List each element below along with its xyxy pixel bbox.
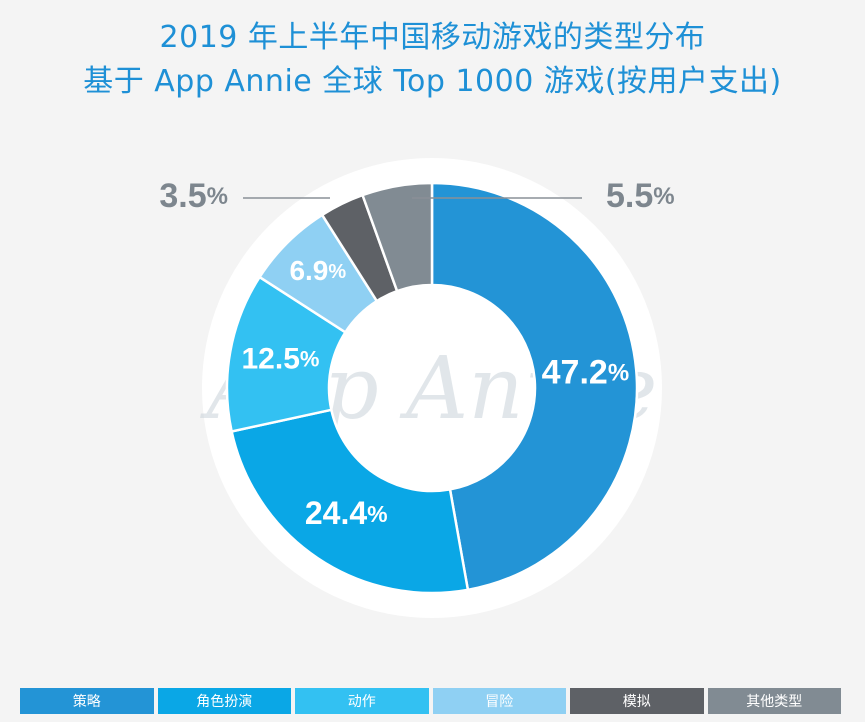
slice-other: [360, 181, 434, 293]
legend-item-strategy: 策略: [20, 688, 154, 714]
legend-item-adventure: 冒险: [432, 688, 566, 714]
slice-label-adventure: 6.9%: [289, 255, 346, 286]
donut-hole: [329, 285, 535, 491]
legend-item-rpg: 角色扮演: [157, 688, 291, 714]
slice-label-other: 5.5%: [606, 177, 675, 215]
chart-title: 2019 年上半年中国移动游戏的类型分布: [159, 20, 706, 55]
slice-label-action: 12.5%: [241, 342, 319, 375]
legend-item-simulation: 模拟: [570, 688, 704, 714]
slice-label-rpg: 24.4%: [305, 495, 388, 531]
chart-subtitle: 基于 App Annie 全球 Top 1000 游戏(按用户支出): [83, 64, 782, 99]
legend: 策略 角色扮演 动作 冒险 模拟 其他类型: [20, 688, 841, 714]
legend-item-other: 其他类型: [707, 688, 841, 714]
slice-label-simulation: 3.5%: [159, 177, 228, 215]
slice-rpg: [230, 408, 470, 595]
slice-strategy: [430, 181, 639, 592]
slice-label-strategy: 47.2%: [542, 353, 630, 391]
legend-item-action: 动作: [295, 688, 429, 714]
